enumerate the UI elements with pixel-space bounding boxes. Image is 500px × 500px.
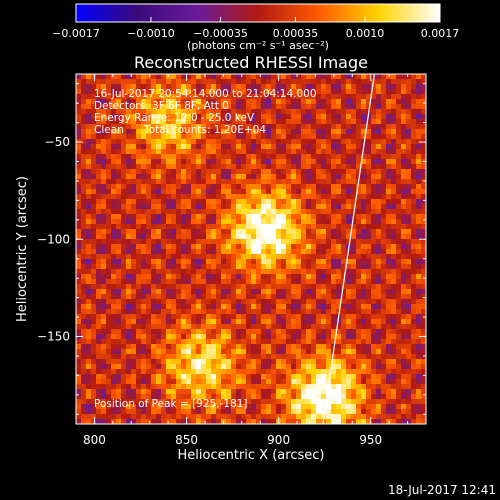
x-tick-label: 950 [359, 433, 382, 447]
plot-frame [75, 73, 427, 425]
footer-timestamp: 18-Jul-2017 12:41 [388, 483, 496, 497]
annotation-total-counts: Total counts: 1.20E+04 [143, 124, 266, 136]
x-tick-label: 900 [267, 433, 290, 447]
annotation-energy-range: Energy Range: 12.0 - 25.0 keV [94, 112, 255, 124]
x-tick-label: 850 [175, 433, 198, 447]
colorbar-gradient [76, 4, 440, 22]
annotation-clean-label: Clean [94, 124, 124, 136]
colorbar-tick-label: 0.0010 [346, 27, 385, 40]
heatmap-image [76, 74, 426, 424]
y-tick-label: −150 [37, 330, 70, 344]
axis-ticks: 800 850 900 950 −50 −100 −150 [37, 74, 427, 447]
y-axis-title: Heliocentric Y (arcsec) [15, 176, 30, 322]
colorbar-tick-label: −0.00035 [193, 27, 248, 40]
x-axis-title: Heliocentric X (arcsec) [178, 448, 325, 463]
annotation-detectors: Detectors: 3F 6F 8F, Att 0 [94, 100, 229, 112]
colorbar-frame [75, 3, 441, 23]
colorbar-tick-label: 0.00035 [273, 27, 319, 40]
colorbar-unit-label: (photons cm⁻² s⁻¹ asec⁻²) [187, 39, 329, 52]
chart-title: Reconstructed RHESSI Image [134, 53, 368, 72]
colorbar-ticks: −0.0017 −0.0010 −0.00035 0.00035 0.0010 0.001… [52, 17, 459, 40]
y-tick-label: −50 [45, 135, 70, 149]
annotation-time-range: 16-Jul-2017 20:54:14.000 to 21:04:14.000 [94, 88, 317, 100]
y-tick-label: −100 [37, 232, 70, 246]
solar-limb-line [322, 73, 376, 425]
colorbar-tick-label: −0.0017 [52, 27, 100, 40]
colorbar-tick-label: −0.0010 [127, 27, 175, 40]
colorbar-tick-label: 0.0017 [421, 27, 460, 40]
annotation-peak-position: Position of Peak = [925,-181] [94, 398, 248, 410]
x-tick-label: 800 [83, 433, 106, 447]
